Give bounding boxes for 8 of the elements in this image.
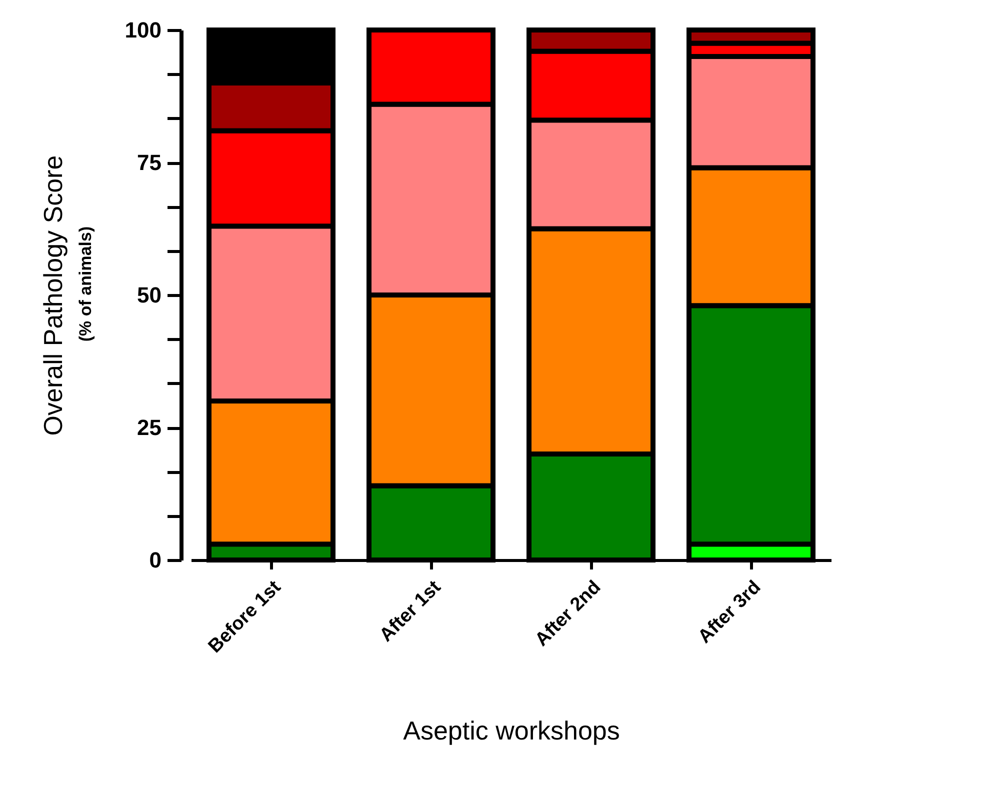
y-axis-title: Overall Pathology Score xyxy=(38,155,68,436)
y-tick-label: 100 xyxy=(124,18,162,42)
y-tick-label: 50 xyxy=(137,282,162,308)
text: (% of animals) xyxy=(76,226,96,342)
y-tick-label: 75 xyxy=(137,150,162,175)
x-axis-title: Aseptic workshops xyxy=(403,716,620,746)
y-tick-label: 0 xyxy=(149,548,162,572)
y-tick-label: 25 xyxy=(137,415,162,440)
